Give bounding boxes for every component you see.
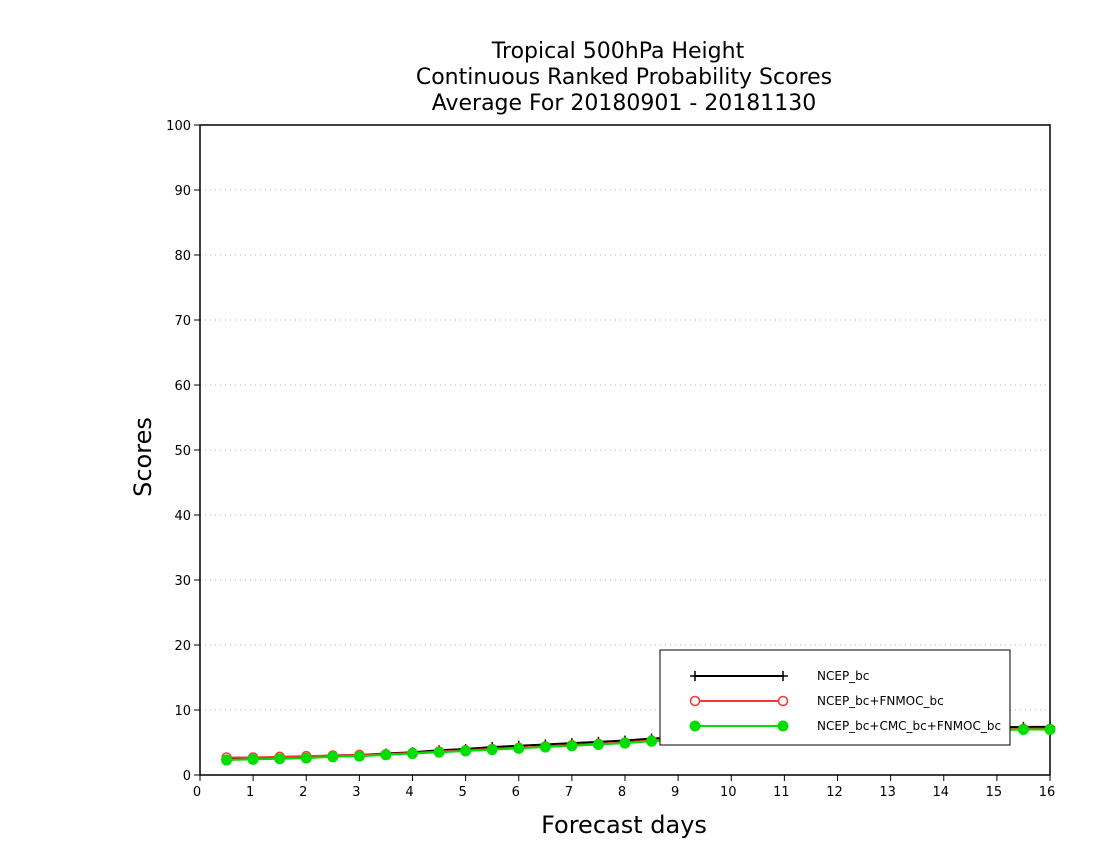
x-tick-label: 6 <box>512 785 520 800</box>
chart-title: Tropical 500hPa Height Continuous Ranked… <box>416 39 832 116</box>
chart-title-line-3: Average For 20180901 - 20181130 <box>432 91 817 116</box>
data-point-filled-circle <box>300 752 312 764</box>
data-point-filled-circle <box>221 754 233 766</box>
y-tick-label: 40 <box>174 509 191 524</box>
x-tick-label: 14 <box>932 785 949 800</box>
x-tick-label: 8 <box>618 785 626 800</box>
y-tick-label: 20 <box>174 639 191 654</box>
x-tick-label: 9 <box>671 785 679 800</box>
y-tick-label: 10 <box>174 704 191 719</box>
y-tick-label: 0 <box>183 769 191 784</box>
data-point-filled-circle <box>539 741 551 753</box>
x-tick-label: 5 <box>458 785 466 800</box>
data-point-filled-circle <box>247 753 259 765</box>
chart-title-line-2: Continuous Ranked Probability Scores <box>416 65 832 90</box>
x-tick-label: 11 <box>773 785 790 800</box>
x-tick-label: 7 <box>565 785 573 800</box>
legend-label: NCEP_bc+FNMOC_bc <box>817 694 944 708</box>
x-tick-label: 10 <box>720 785 737 800</box>
x-tick-label: 16 <box>1039 785 1056 800</box>
data-point-filled-circle <box>1044 724 1056 735</box>
x-axis-title: Forecast days <box>541 811 707 839</box>
legend-box <box>659 649 1011 746</box>
data-point-filled-circle <box>592 738 604 750</box>
grid-lines <box>200 189 1050 711</box>
data-point-filled-circle <box>646 735 658 747</box>
data-point-filled-circle <box>433 746 445 758</box>
y-tick-label: 60 <box>174 379 191 394</box>
data-point-filled-circle <box>513 742 525 754</box>
chart-title-line-1: Tropical 500hPa Height <box>491 39 745 64</box>
legend: NCEP_bc NCEP_bc+FNMOC_bc NCEP_bc+CMC_bc+FN… <box>659 649 1011 746</box>
data-point-filled-circle <box>353 750 365 762</box>
data-point-filled-circle <box>1017 724 1029 735</box>
data-point-plus <box>778 671 788 681</box>
legend-label: NCEP_bc <box>817 669 869 683</box>
y-tick-label: 70 <box>174 314 191 329</box>
y-tick-label: 50 <box>174 444 191 459</box>
data-point-filled-circle <box>689 720 701 732</box>
x-tick-label: 15 <box>986 785 1003 800</box>
data-point-filled-circle <box>274 753 286 765</box>
x-tick-label: 13 <box>879 785 896 800</box>
data-point-filled-circle <box>777 720 789 732</box>
y-tick-label: 90 <box>174 184 191 199</box>
y-tick-label: 30 <box>174 574 191 589</box>
data-point-plus <box>690 671 700 681</box>
data-point-filled-circle <box>327 751 339 763</box>
data-point-open-circle <box>777 695 789 707</box>
y-tick-label: 80 <box>174 249 191 264</box>
x-tick-label: 0 <box>193 785 201 800</box>
x-tick-label: 3 <box>352 785 360 800</box>
data-point-filled-circle <box>566 740 578 752</box>
x-tick-label: 1 <box>246 785 254 800</box>
y-tick-label: 100 <box>166 119 191 134</box>
y-axis-title: Scores <box>129 417 157 497</box>
legend-label: NCEP_bc+CMC_bc+FNMOC_bc <box>817 719 1001 733</box>
x-tick-label: 2 <box>299 785 307 800</box>
data-point-filled-circle <box>619 737 631 749</box>
x-tick-label: 12 <box>826 785 843 800</box>
data-point-open-circle <box>689 695 701 707</box>
data-point-filled-circle <box>380 749 392 761</box>
data-point-filled-circle <box>407 748 418 760</box>
axes: 0 1 2 3 4 5 6 7 8 9 10 11 12 13 14 15 160102030405060708… <box>166 119 1055 800</box>
data-point-filled-circle <box>486 744 498 756</box>
x-tick-label: 4 <box>405 785 413 800</box>
data-point-filled-circle <box>460 745 472 757</box>
